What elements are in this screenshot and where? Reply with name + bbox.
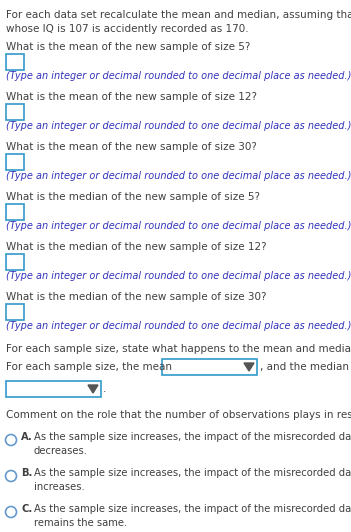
Text: A.: A. [21, 432, 33, 442]
Bar [6, 254, 24, 270]
Bar [6, 54, 24, 70]
Text: (Type an integer or decimal rounded to one decimal place as needed.): (Type an integer or decimal rounded to o… [6, 171, 351, 181]
Text: What is the mean of the new sample of size 30?: What is the mean of the new sample of si… [6, 142, 257, 152]
Polygon shape [244, 363, 254, 371]
Text: What is the median of the new sample of size 30?: What is the median of the new sample of … [6, 292, 266, 302]
Text: What is the median of the new sample of size 12?: What is the median of the new sample of … [6, 242, 267, 252]
Text: What is the mean of the new sample of size 12?: What is the mean of the new sample of si… [6, 92, 257, 102]
Text: For each sample size, the mean: For each sample size, the mean [6, 362, 172, 372]
Text: , and the median: , and the median [260, 362, 349, 372]
Text: (Type an integer or decimal rounded to one decimal place as needed.): (Type an integer or decimal rounded to o… [6, 321, 351, 331]
Text: For each sample size, state what happens to the mean and median.: For each sample size, state what happens… [6, 344, 351, 354]
Bar [6, 304, 24, 320]
Text: For each data set recalculate the mean and median, assuming that the individual
: For each data set recalculate the mean a… [6, 10, 351, 34]
Bar [6, 104, 24, 120]
Text: (Type an integer or decimal rounded to one decimal place as needed.): (Type an integer or decimal rounded to o… [6, 121, 351, 131]
Text: .: . [103, 384, 106, 394]
Text: As the sample size increases, the impact of the misrecorded data on the mean
rem: As the sample size increases, the impact… [34, 504, 351, 528]
Bar [6, 154, 24, 170]
Bar [162, 359, 257, 375]
Polygon shape [88, 385, 98, 393]
Text: (Type an integer or decimal rounded to one decimal place as needed.): (Type an integer or decimal rounded to o… [6, 271, 351, 281]
Text: (Type an integer or decimal rounded to one decimal place as needed.): (Type an integer or decimal rounded to o… [6, 71, 351, 81]
Bar [6, 204, 24, 220]
Text: B.: B. [21, 468, 32, 478]
Text: What is the mean of the new sample of size 5?: What is the mean of the new sample of si… [6, 42, 250, 52]
Text: C.: C. [21, 504, 32, 514]
Text: As the sample size increases, the impact of the misrecorded data on the mean
inc: As the sample size increases, the impact… [34, 468, 351, 492]
Bar [6, 381, 101, 397]
Text: (Type an integer or decimal rounded to one decimal place as needed.): (Type an integer or decimal rounded to o… [6, 221, 351, 231]
Text: Comment on the role that the number of observations plays in resistance.: Comment on the role that the number of o… [6, 410, 351, 420]
Text: As the sample size increases, the impact of the misrecorded data on the mean
dec: As the sample size increases, the impact… [34, 432, 351, 456]
Text: What is the median of the new sample of size 5?: What is the median of the new sample of … [6, 192, 260, 202]
